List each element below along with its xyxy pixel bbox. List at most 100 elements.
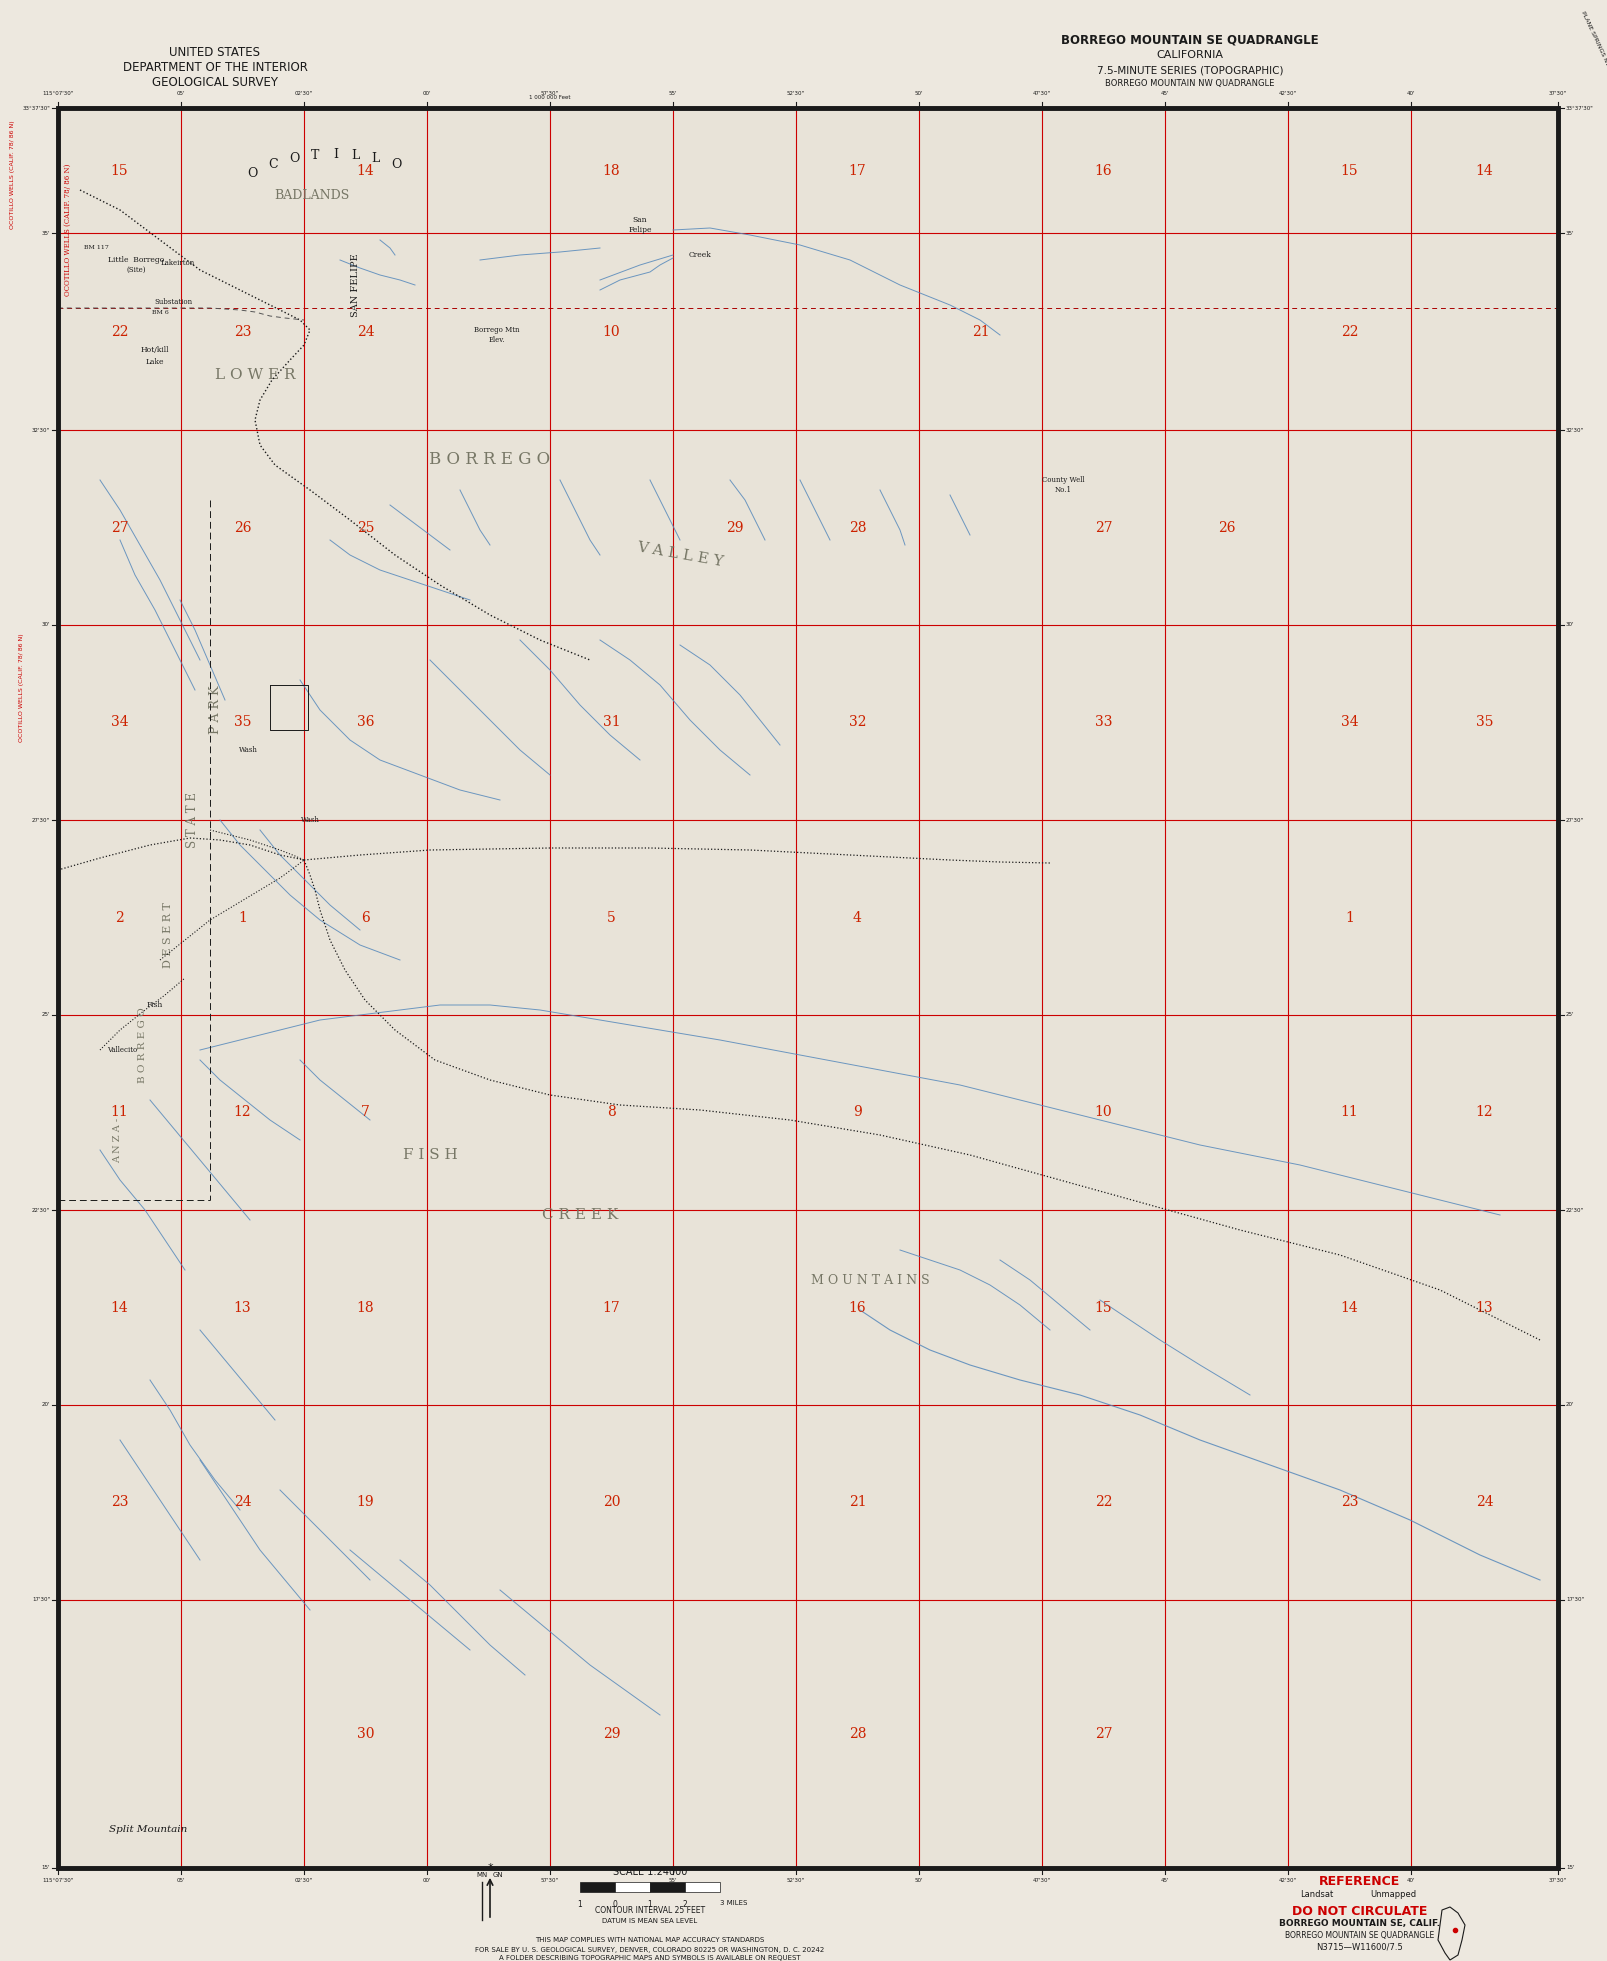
Text: 23: 23 bbox=[111, 1496, 129, 1510]
Text: 13: 13 bbox=[1475, 1300, 1493, 1314]
Text: Landsat: Landsat bbox=[1298, 1890, 1332, 1900]
Text: 23: 23 bbox=[233, 324, 251, 339]
Text: Wash: Wash bbox=[301, 816, 320, 824]
Text: S T A T E: S T A T E bbox=[186, 792, 199, 847]
Text: 22: 22 bbox=[1340, 324, 1358, 339]
Text: B O R R E G O: B O R R E G O bbox=[138, 1008, 148, 1082]
Text: B O R R E G O: B O R R E G O bbox=[429, 451, 550, 469]
Text: DATUM IS MEAN SEA LEVEL: DATUM IS MEAN SEA LEVEL bbox=[603, 1918, 697, 1924]
Text: 42'30": 42'30" bbox=[1278, 90, 1297, 96]
Text: 35: 35 bbox=[233, 716, 251, 729]
Text: 30: 30 bbox=[357, 1728, 374, 1741]
Text: 02'30": 02'30" bbox=[294, 1879, 313, 1883]
Text: L O W E R: L O W E R bbox=[215, 369, 296, 382]
Bar bbox=[1557, 108, 1607, 1869]
Text: A N Z A -: A N Z A - bbox=[114, 1118, 122, 1163]
Text: D E S E R T: D E S E R T bbox=[162, 902, 174, 969]
Text: 45': 45' bbox=[1160, 90, 1168, 96]
Text: 115°07'30": 115°07'30" bbox=[42, 90, 74, 96]
Text: UNITED STATES: UNITED STATES bbox=[169, 45, 260, 59]
Text: O: O bbox=[246, 167, 257, 180]
Text: 7: 7 bbox=[362, 1106, 370, 1120]
Bar bbox=[0, 0, 1607, 108]
Text: 15': 15' bbox=[1565, 1865, 1573, 1871]
Text: Vallecito: Vallecito bbox=[106, 1045, 137, 1053]
Text: OCOTILLO WELLS (CALIF. 78/ 86 N): OCOTILLO WELLS (CALIF. 78/ 86 N) bbox=[64, 165, 72, 296]
Text: 26: 26 bbox=[233, 520, 251, 535]
Bar bbox=[614, 1883, 649, 1892]
Text: REFERENCE: REFERENCE bbox=[1319, 1875, 1400, 1888]
Text: A FOLDER DESCRIBING TOPOGRAPHIC MAPS AND SYMBOLS IS AVAILABLE ON REQUEST: A FOLDER DESCRIBING TOPOGRAPHIC MAPS AND… bbox=[498, 1955, 800, 1961]
Text: 29: 29 bbox=[725, 520, 742, 535]
Text: 7.5-MINUTE SERIES (TOPOGRAPHIC): 7.5-MINUTE SERIES (TOPOGRAPHIC) bbox=[1096, 65, 1282, 75]
Text: 30': 30' bbox=[1565, 622, 1573, 628]
Text: SAN FELIPE: SAN FELIPE bbox=[352, 253, 360, 318]
Text: 1: 1 bbox=[577, 1900, 582, 1908]
Bar bbox=[58, 108, 1557, 1869]
Text: 35': 35' bbox=[42, 231, 50, 235]
Text: 47'30": 47'30" bbox=[1032, 90, 1051, 96]
Text: 13: 13 bbox=[233, 1300, 251, 1314]
Text: Unmapped: Unmapped bbox=[1369, 1890, 1416, 1900]
Bar bbox=[58, 108, 1557, 1869]
Text: 28: 28 bbox=[848, 520, 866, 535]
Text: 25': 25' bbox=[1565, 1012, 1573, 1018]
Text: Substation: Substation bbox=[154, 298, 191, 306]
Text: Wash: Wash bbox=[238, 745, 257, 753]
Text: 50': 50' bbox=[914, 90, 922, 96]
Text: 42'30": 42'30" bbox=[1278, 1879, 1297, 1883]
Text: O: O bbox=[289, 151, 299, 165]
Text: 55': 55' bbox=[669, 1879, 677, 1883]
Text: N3715—W11600/7.5: N3715—W11600/7.5 bbox=[1316, 1943, 1403, 1951]
Text: 24: 24 bbox=[357, 324, 374, 339]
Text: DO NOT CIRCULATE: DO NOT CIRCULATE bbox=[1292, 1906, 1427, 1918]
Text: M O U N T A I N S: M O U N T A I N S bbox=[810, 1273, 929, 1286]
Text: 12: 12 bbox=[233, 1106, 251, 1120]
Text: 00': 00' bbox=[423, 90, 431, 96]
Text: 05': 05' bbox=[177, 1879, 185, 1883]
Text: 57'30": 57'30" bbox=[540, 90, 559, 96]
Text: 14: 14 bbox=[111, 1300, 129, 1314]
Text: 11: 11 bbox=[111, 1106, 129, 1120]
Text: MN: MN bbox=[476, 1873, 487, 1879]
Text: OCOTILLO WELLS (CALIF. 78/ 86 N): OCOTILLO WELLS (CALIF. 78/ 86 N) bbox=[10, 122, 14, 229]
Text: 47'30": 47'30" bbox=[1032, 1879, 1051, 1883]
Text: 17: 17 bbox=[848, 163, 866, 178]
Text: 37'30": 37'30" bbox=[1548, 1879, 1567, 1883]
Text: CONTOUR INTERVAL 25 FEET: CONTOUR INTERVAL 25 FEET bbox=[595, 1906, 704, 1916]
Text: 5: 5 bbox=[607, 910, 615, 924]
Text: 15: 15 bbox=[111, 163, 129, 178]
Text: BORREGO MOUNTAIN SE QUADRANGLE: BORREGO MOUNTAIN SE QUADRANGLE bbox=[1061, 33, 1318, 47]
Text: 27: 27 bbox=[1094, 1728, 1112, 1741]
Text: 37'30": 37'30" bbox=[1548, 90, 1567, 96]
Text: No.1: No.1 bbox=[1054, 486, 1070, 494]
Text: 1: 1 bbox=[238, 910, 247, 924]
Text: 36: 36 bbox=[357, 716, 374, 729]
Text: 30': 30' bbox=[42, 622, 50, 628]
Text: BADLANDS: BADLANDS bbox=[275, 188, 349, 202]
Bar bbox=[649, 1883, 685, 1892]
Text: 33: 33 bbox=[1094, 716, 1112, 729]
Text: 25': 25' bbox=[42, 1012, 50, 1018]
Text: 3 MILES: 3 MILES bbox=[720, 1900, 747, 1906]
Text: 23: 23 bbox=[1340, 1496, 1358, 1510]
Text: OCOTILLO WELLS (CALIF. 78/ 86 N): OCOTILLO WELLS (CALIF. 78/ 86 N) bbox=[19, 633, 24, 743]
Text: 10: 10 bbox=[1094, 1106, 1112, 1120]
Text: 05': 05' bbox=[177, 90, 185, 96]
Text: Borrego Mtn: Borrego Mtn bbox=[474, 326, 519, 333]
Text: 25: 25 bbox=[357, 520, 374, 535]
Text: 00': 00' bbox=[423, 1879, 431, 1883]
Text: 52'30": 52'30" bbox=[786, 90, 805, 96]
Text: 12: 12 bbox=[1475, 1106, 1493, 1120]
Text: 1 000 000 Feet: 1 000 000 Feet bbox=[529, 94, 570, 100]
Text: 32'30": 32'30" bbox=[32, 427, 50, 433]
Text: 27: 27 bbox=[111, 520, 129, 535]
Text: 8: 8 bbox=[607, 1106, 615, 1120]
Text: THIS MAP COMPLIES WITH NATIONAL MAP ACCURACY STANDARDS: THIS MAP COMPLIES WITH NATIONAL MAP ACCU… bbox=[535, 1937, 765, 1943]
Text: 40': 40' bbox=[1406, 1879, 1414, 1883]
Bar bbox=[580, 1883, 614, 1892]
Text: BORREGO MOUNTAIN SE, CALIF.: BORREGO MOUNTAIN SE, CALIF. bbox=[1279, 1920, 1440, 1928]
Text: 0: 0 bbox=[612, 1900, 617, 1908]
Text: 14: 14 bbox=[1475, 163, 1493, 178]
Text: *: * bbox=[487, 1863, 492, 1873]
